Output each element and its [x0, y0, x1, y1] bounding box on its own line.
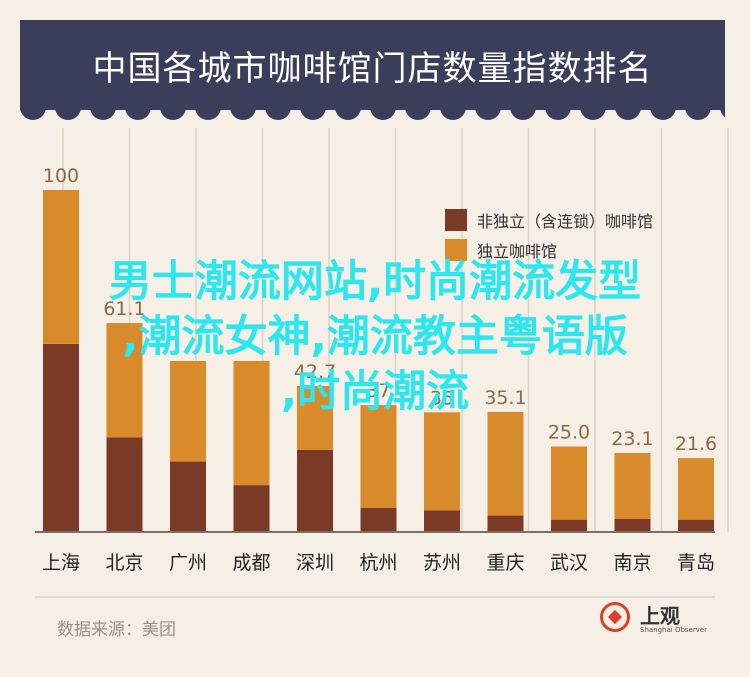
bar-independent-0 [43, 190, 79, 344]
legend-label-chain: 非独立（含连锁）咖啡馆 [477, 212, 654, 231]
data-label-6: 35 [430, 387, 454, 409]
scallop-bump [475, 110, 501, 120]
scallop-bump [335, 110, 361, 120]
bar-independent-8 [551, 446, 587, 520]
x-tick-label-9: 南京 [613, 552, 651, 574]
x-tick-label-1: 北京 [105, 552, 143, 574]
data-label-4: 42.7 [294, 361, 336, 383]
scallop-bump [55, 110, 81, 120]
data-label-7: 35.1 [484, 387, 526, 409]
x-tick-label-7: 重庆 [486, 552, 524, 574]
bar-independent-9 [614, 452, 651, 520]
bar-independent-7 [487, 411, 524, 516]
title-band: 中国各城市咖啡馆门店数量指数排名 [20, 20, 725, 110]
data-source: 数据来源：美团 [57, 620, 176, 640]
scallop-bump [650, 110, 676, 120]
data-label-9: 23.1 [611, 428, 653, 450]
legend-swatch-independent [445, 239, 467, 261]
bar-independent-6 [424, 412, 460, 511]
bar-chain-6 [424, 510, 460, 532]
scallop-bump [580, 110, 606, 120]
x-tick-label-10: 青岛 [677, 552, 715, 574]
x-tick-label-2: 广州 [169, 552, 207, 574]
bar-independent-1 [106, 323, 143, 438]
bar-chain-1 [106, 437, 143, 532]
data-label-1: 61.1 [103, 298, 145, 320]
title-scallop-edge [20, 110, 725, 130]
bar-independent-5 [360, 405, 397, 508]
bar-chain-8 [551, 519, 587, 532]
scallop-bump [90, 110, 116, 120]
bar-chain-5 [360, 507, 397, 532]
scallop-bump [545, 110, 571, 120]
data-label-0: 100 [43, 165, 79, 187]
bar-chain-9 [614, 519, 651, 532]
overlay-text: 男士潮流网站,时尚潮流发型 ,潮流女神,潮流教主粤语版 ,时尚潮流 [0, 255, 750, 420]
overlay-line-2: ,潮流女神,潮流教主粤语版 [122, 312, 628, 362]
scallop-bump [230, 110, 256, 120]
legend-label-independent: 独立咖啡馆 [477, 242, 558, 261]
x-tick-label-4: 深圳 [296, 552, 334, 574]
logo-seal-icon [600, 602, 630, 632]
scallop-bump [300, 110, 326, 120]
shanghai-observer-logo: 上观 Shanghai Observer [600, 600, 710, 640]
bar-chain-4 [297, 449, 333, 532]
bar-independent-4 [297, 385, 333, 450]
bar-chain-3 [233, 485, 270, 532]
chart-title: 中国各城市咖啡馆门店数量指数排名 [92, 48, 653, 89]
x-tick-label-3: 成都 [232, 552, 270, 574]
legend-item-independent: 独立咖啡馆 [445, 235, 653, 265]
data-label-10: 21.6 [675, 433, 717, 455]
bar-independent-10 [678, 458, 714, 520]
scallop-bump [125, 110, 151, 120]
bar-chain-7 [487, 515, 524, 532]
chart-legend: 非独立（含连锁）咖啡馆 独立咖啡馆 [445, 205, 653, 265]
scallop-bump [510, 110, 536, 120]
scallop-bump [685, 110, 711, 120]
scallop-bump [20, 110, 46, 120]
data-label-5: 37 [366, 380, 390, 402]
x-tick-label-0: 上海 [42, 552, 80, 574]
scallop-bump [720, 110, 725, 120]
bar-independent-3 [233, 361, 270, 486]
scallop-bump [195, 110, 221, 120]
x-tick-label-8: 武汉 [550, 552, 588, 574]
scallop-bump [370, 110, 396, 120]
logo-subtitle: Shanghai Observer [640, 626, 708, 634]
scallop-bump [405, 110, 431, 120]
x-tick-label-6: 苏州 [423, 552, 461, 574]
scallop-bump [160, 110, 186, 120]
scallop-bump [615, 110, 641, 120]
scallop-bump [265, 110, 291, 120]
bar-chain-10 [678, 519, 714, 532]
x-tick-label-5: 杭州 [359, 552, 397, 574]
bar-chain-2 [170, 461, 206, 532]
logo-name: 上观 [640, 604, 680, 628]
legend-item-chain: 非独立（含连锁）咖啡馆 [445, 205, 653, 235]
scallop-bump [440, 110, 466, 120]
data-label-8: 25.0 [548, 422, 590, 444]
overlay-line-1: 男士潮流网站,时尚潮流发型 [108, 257, 642, 307]
bar-independent-2 [170, 361, 206, 462]
legend-swatch-chain [445, 209, 467, 231]
overlay-line-3: ,时尚潮流 [280, 367, 470, 417]
bar-chain-0 [43, 343, 79, 532]
